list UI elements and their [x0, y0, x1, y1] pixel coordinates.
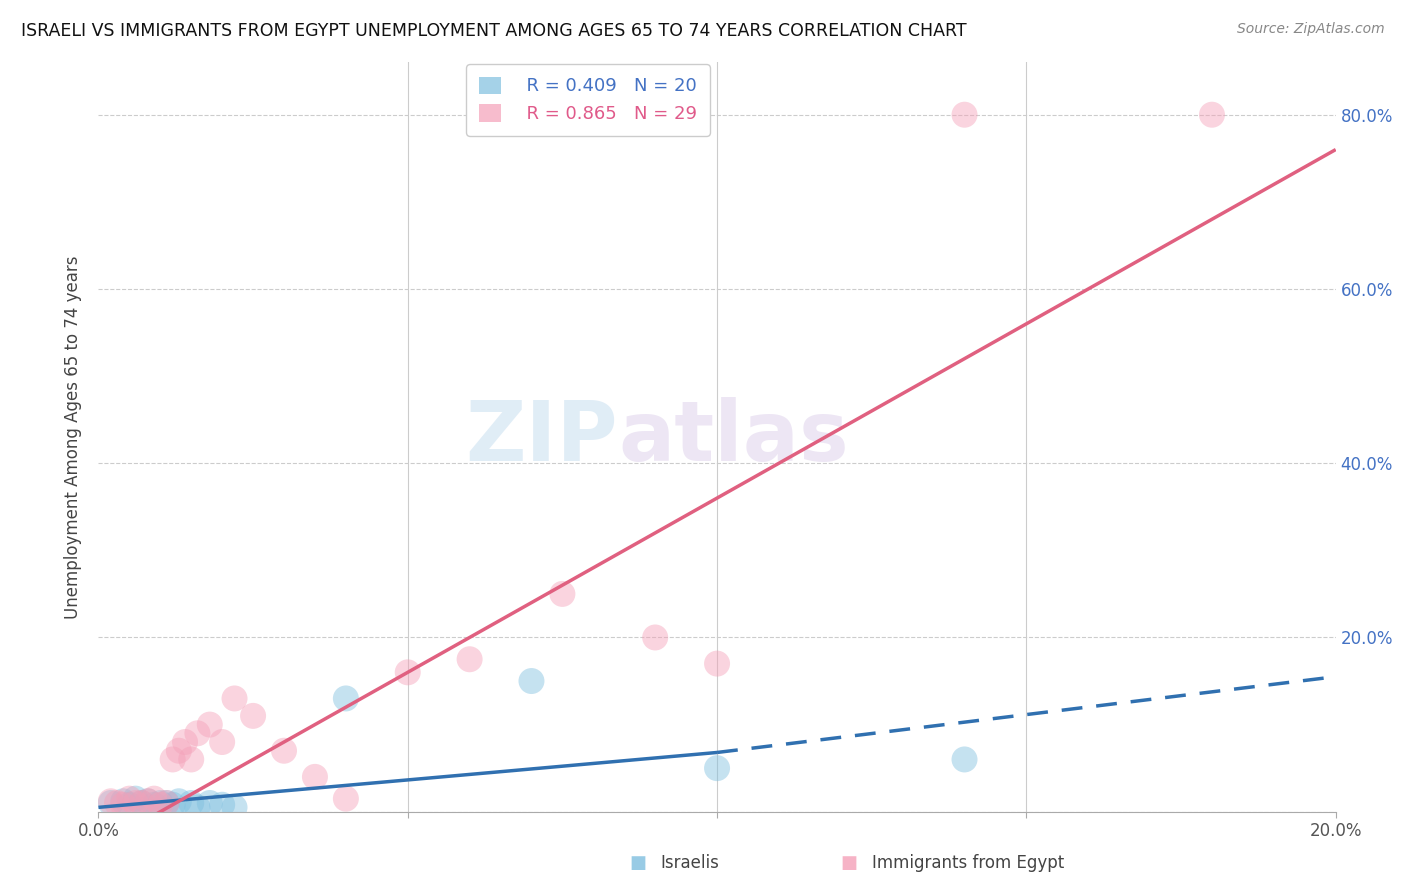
Point [174, 735, 197, 749]
Point [224, 691, 246, 706]
Point [953, 108, 976, 122]
Point [149, 797, 172, 812]
Point [162, 752, 184, 766]
Point [136, 794, 159, 808]
Point [124, 791, 146, 805]
Point [242, 709, 264, 723]
Point [162, 797, 184, 812]
Point [224, 800, 246, 814]
Text: Immigrants from Egypt: Immigrants from Egypt [872, 855, 1064, 872]
Point [335, 791, 357, 805]
Point [458, 652, 481, 666]
Legend:   R = 0.409   N = 20,   R = 0.865   N = 29: R = 0.409 N = 20, R = 0.865 N = 29 [467, 64, 710, 136]
Point [186, 800, 208, 814]
Point [155, 796, 177, 810]
Point [335, 691, 357, 706]
Point [644, 631, 666, 645]
Point [198, 796, 221, 810]
Point [953, 752, 976, 766]
Point [143, 791, 166, 805]
Point [273, 744, 295, 758]
Point [124, 796, 146, 810]
Point [180, 752, 202, 766]
Y-axis label: Unemployment Among Ages 65 to 74 years: Unemployment Among Ages 65 to 74 years [65, 255, 83, 619]
Point [118, 797, 141, 812]
Point [198, 717, 221, 731]
Point [304, 770, 326, 784]
Point [1201, 108, 1223, 122]
Point [131, 796, 153, 810]
Point [211, 735, 233, 749]
Text: atlas: atlas [619, 397, 849, 477]
Point [105, 796, 128, 810]
Text: Israelis: Israelis [661, 855, 720, 872]
Point [520, 673, 543, 688]
Point [155, 796, 177, 810]
Point [706, 761, 728, 775]
Point [131, 796, 153, 810]
Text: ISRAELI VS IMMIGRANTS FROM EGYPT UNEMPLOYMENT AMONG AGES 65 TO 74 YEARS CORRELAT: ISRAELI VS IMMIGRANTS FROM EGYPT UNEMPLO… [21, 22, 967, 40]
Point [143, 797, 166, 812]
Point [706, 657, 728, 671]
Point [186, 726, 208, 740]
Point [167, 794, 190, 808]
Point [167, 744, 190, 758]
Point [396, 665, 419, 680]
Text: ■: ■ [630, 855, 647, 872]
Point [180, 796, 202, 810]
Point [149, 796, 172, 810]
Text: ■: ■ [841, 855, 858, 872]
Point [551, 587, 574, 601]
Text: ZIP: ZIP [465, 397, 619, 477]
Point [100, 796, 122, 810]
Point [112, 797, 135, 812]
Point [118, 791, 141, 805]
Point [100, 794, 122, 808]
Text: Source: ZipAtlas.com: Source: ZipAtlas.com [1237, 22, 1385, 37]
Point [112, 794, 135, 808]
Point [211, 797, 233, 812]
Point [136, 794, 159, 808]
